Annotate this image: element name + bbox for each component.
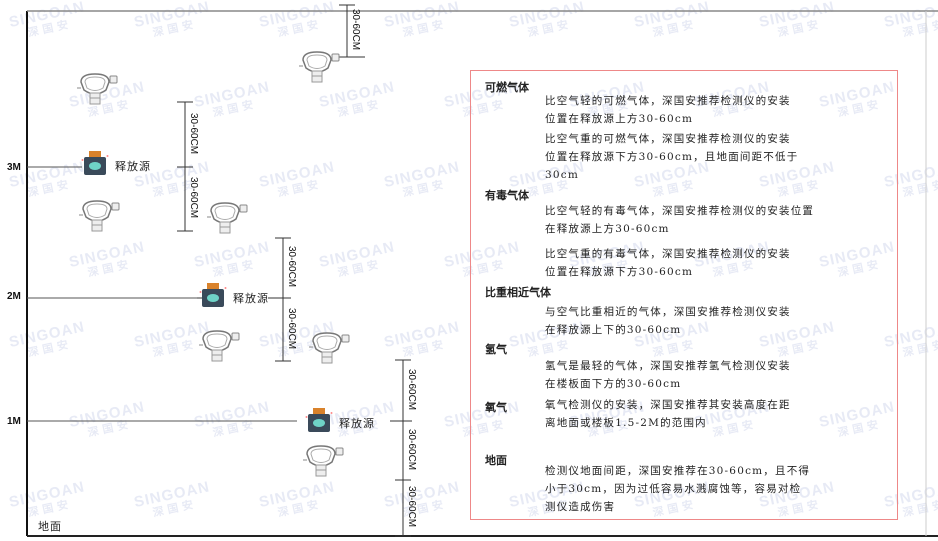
level-label-3m: 3M	[7, 162, 21, 173]
dimension-label: 30-60CM	[286, 246, 297, 288]
gas-detector-icon	[197, 329, 241, 367]
section-text: 比空气重的可燃气体，深国安推荐检测仪的安装 位置在释放源下方30-60cm，且地…	[545, 133, 799, 181]
section-title: 可燃气体	[485, 81, 529, 94]
dimension-label: 30-60CM	[188, 177, 199, 219]
dimension-label: 30-60CM	[406, 486, 417, 528]
gas-detector-icon	[75, 72, 119, 110]
dimension-label: 30-60CM	[350, 9, 361, 51]
section-text: 氧气检测仪的安装，深国安推荐其安装高度在距 离地面或楼板1.5-2M的范围内	[545, 399, 791, 429]
section-title: 地面	[485, 454, 507, 467]
section-text: 氢气是最轻的气体，深国安推荐氢气检测仪安装 在楼板面下方的30-60cm	[545, 360, 791, 390]
section-text: 比空气轻的有毒气体，深国安推荐检测仪的安装位置 在释放源上方30-60cm	[545, 205, 815, 235]
gas-detector-icon	[297, 50, 341, 88]
release-source-label: 释放源	[233, 292, 269, 305]
release-source-icon	[81, 150, 109, 180]
level-label-1m: 1M	[7, 416, 21, 427]
dimension-label: 30-60CM	[286, 307, 297, 349]
dimension-label: 30-60CM	[406, 428, 417, 470]
release-source-icon	[305, 407, 333, 437]
section-text: 比空气重的有毒气体，深国安推荐检测仪的安装 位置在释放源下方30-60cm	[545, 248, 791, 278]
gas-detector-icon	[77, 199, 121, 237]
gas-detector-icon	[205, 201, 249, 239]
dimension-label: 30-60CM	[188, 112, 199, 154]
dimension-label: 30-60CM	[406, 368, 417, 410]
section-text: 与空气比重相近的气体，深国安推荐检测仪安装 在释放源上下的30-60cm	[545, 306, 791, 336]
section-title: 比重相近气体	[485, 286, 551, 299]
level-label-2m: 2M	[7, 291, 21, 302]
section-title: 有毒气体	[485, 189, 529, 202]
section-text: 检测仪地面间距，深国安推荐在30-60cm，且不得 小于30cm，因为过低容易水…	[545, 465, 811, 513]
section-title: 氢气	[485, 343, 507, 356]
gas-detector-icon	[307, 331, 351, 369]
section-text: 比空气轻的可燃气体，深国安推荐检测仪的安装 位置在释放源上方30-60cm	[545, 95, 791, 125]
ground-label: 地面	[38, 520, 62, 533]
gas-detector-icon	[301, 444, 345, 482]
legend-box: 可燃气体 比空气轻的可燃气体，深国安推荐检测仪的安装 位置在释放源上方30-60…	[470, 70, 898, 520]
release-source-icon	[199, 282, 227, 312]
section-title: 氧气	[485, 401, 507, 414]
release-source-label: 释放源	[339, 417, 375, 430]
release-source-label: 释放源	[115, 160, 151, 173]
